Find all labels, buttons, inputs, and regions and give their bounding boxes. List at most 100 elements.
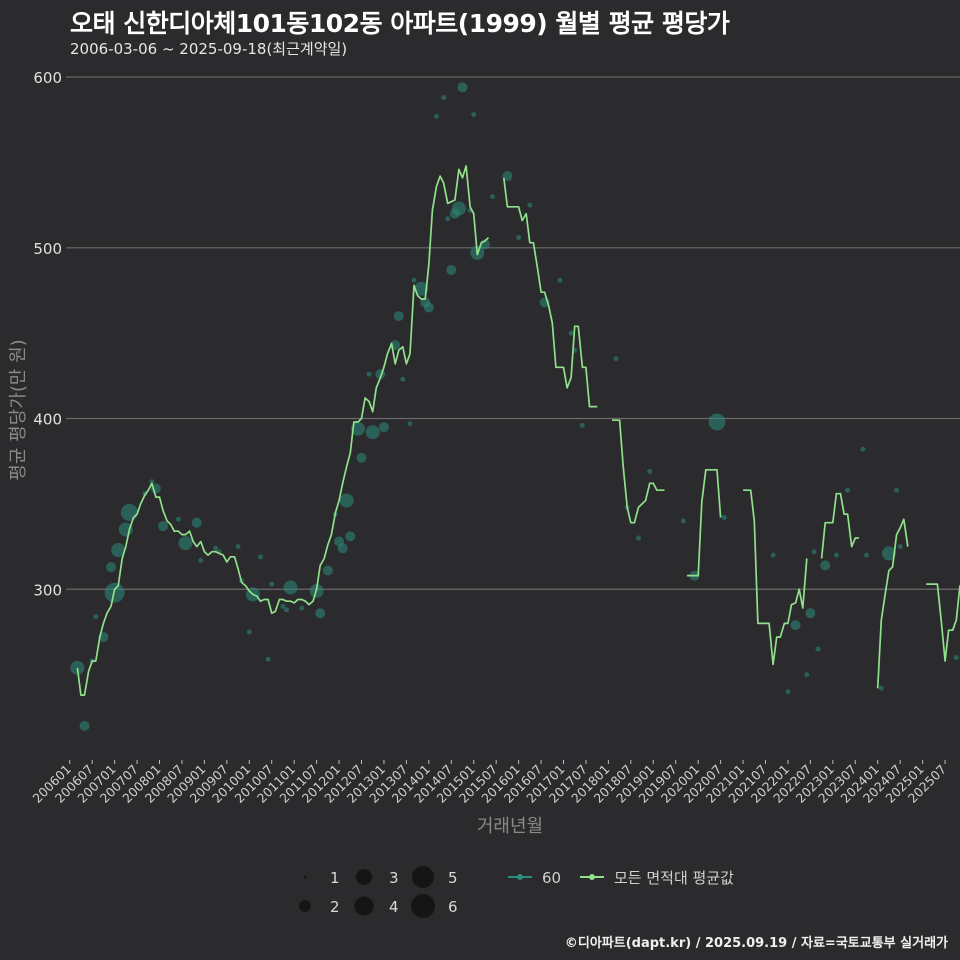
data-point-70 xyxy=(568,330,574,336)
data-point-39 xyxy=(350,421,365,436)
size-legend-dot-2 xyxy=(299,900,311,912)
line-segment-5 xyxy=(820,492,859,559)
data-point-17 xyxy=(198,557,204,563)
data-point-13 xyxy=(158,521,169,532)
data-point-11 xyxy=(149,479,155,485)
series-legend-dot-0 xyxy=(517,874,523,880)
data-point-47 xyxy=(400,376,406,382)
footer-credit: ©디아파트(dapt.kr) / 2025.09.19 / 자료=국토교통부 실… xyxy=(564,936,948,951)
data-point-48 xyxy=(407,421,413,427)
data-point-42 xyxy=(365,425,380,440)
data-point-85 xyxy=(805,608,816,619)
data-point-0 xyxy=(70,660,85,675)
line-segment-7 xyxy=(926,583,960,662)
data-point-86 xyxy=(811,549,817,555)
data-point-97 xyxy=(953,655,959,661)
data-point-73 xyxy=(613,356,619,362)
data-point-26 xyxy=(269,581,275,587)
size-legend-label-6: 6 xyxy=(448,898,458,916)
data-point-36 xyxy=(337,543,348,554)
data-point-33 xyxy=(322,565,333,576)
size-legend-dot-5 xyxy=(412,866,434,888)
data-points xyxy=(70,82,959,731)
line-segment-1 xyxy=(502,177,598,408)
chart-subtitle: 2006-03-06 ~ 2025-09-18(최근계약일) xyxy=(70,40,348,58)
data-point-50 xyxy=(414,281,429,296)
x-axis-label: 거래년월 xyxy=(477,816,543,837)
y-tick-label-600: 600 xyxy=(33,69,62,87)
data-point-55 xyxy=(445,216,451,222)
data-point-28 xyxy=(284,607,290,613)
data-point-16 xyxy=(191,517,202,528)
data-point-52 xyxy=(423,302,434,313)
series-legend-dot-1 xyxy=(589,874,595,880)
data-point-58 xyxy=(451,201,466,216)
size-legend-label-5: 5 xyxy=(448,869,458,887)
data-point-38 xyxy=(345,531,356,542)
data-point-25 xyxy=(265,656,271,662)
line-segment-6 xyxy=(876,518,909,689)
data-point-79 xyxy=(708,413,726,431)
size-legend-dot-1 xyxy=(303,875,307,879)
size-legend-label-4: 4 xyxy=(389,898,399,916)
data-point-61 xyxy=(471,112,477,118)
line-segment-3 xyxy=(686,468,722,577)
line-segment-0 xyxy=(76,165,490,696)
data-point-3 xyxy=(93,614,99,620)
series-legend-label-1: 모든 면적대 평균값 xyxy=(614,869,734,887)
data-point-27 xyxy=(280,603,286,609)
legend: 1 2 3 4 5 6 60 모든 면적대 평균값 xyxy=(299,866,734,918)
data-point-59 xyxy=(457,82,468,93)
data-point-30 xyxy=(299,605,305,611)
data-point-72 xyxy=(579,422,585,428)
y-axis-label: 평균 평당가(만 원) xyxy=(8,339,29,480)
data-point-92 xyxy=(863,552,869,558)
data-point-20 xyxy=(235,544,241,550)
data-point-15 xyxy=(178,536,193,551)
series-legend-label-0: 60 xyxy=(542,869,561,887)
data-point-96 xyxy=(897,544,903,550)
data-point-84 xyxy=(804,672,810,678)
data-point-81 xyxy=(770,552,776,558)
y-tick-label-400: 400 xyxy=(33,411,62,429)
data-point-7 xyxy=(111,543,126,557)
size-legend-dot-3 xyxy=(356,869,372,885)
data-point-41 xyxy=(366,371,372,377)
data-point-93 xyxy=(878,685,884,691)
data-point-66 xyxy=(516,235,522,241)
data-point-22 xyxy=(246,629,252,635)
data-point-76 xyxy=(647,468,653,474)
data-point-40 xyxy=(356,452,367,463)
data-point-5 xyxy=(106,562,117,573)
data-point-90 xyxy=(845,487,851,493)
data-point-77 xyxy=(680,518,686,524)
data-point-9 xyxy=(120,503,138,521)
size-legend-label-1: 1 xyxy=(330,869,340,887)
data-point-65 xyxy=(502,171,513,182)
data-point-54 xyxy=(441,95,447,101)
data-point-88 xyxy=(820,560,831,571)
data-point-80 xyxy=(721,515,727,521)
average-line xyxy=(76,165,960,696)
y-tick-label-300: 300 xyxy=(33,581,62,599)
data-point-18 xyxy=(213,545,219,551)
data-point-37 xyxy=(339,493,354,508)
size-legend-label-3: 3 xyxy=(389,869,399,887)
y-tick-label-500: 500 xyxy=(33,240,62,258)
x-axis-ticks: 2006012006072007012007072008012008072009… xyxy=(29,760,949,806)
data-point-14 xyxy=(175,516,181,522)
data-point-67 xyxy=(527,202,533,208)
data-point-91 xyxy=(860,446,866,452)
y-axis-ticks: 300 400 500 600 xyxy=(33,69,62,599)
data-point-83 xyxy=(790,620,801,631)
data-point-89 xyxy=(833,552,839,558)
size-legend-label-2: 2 xyxy=(330,898,340,916)
data-point-24 xyxy=(258,554,264,560)
data-point-46 xyxy=(393,311,404,322)
data-point-64 xyxy=(490,194,496,200)
data-point-69 xyxy=(557,277,563,283)
grid-lines xyxy=(66,76,960,590)
data-point-56 xyxy=(446,265,457,275)
size-legend-dot-4 xyxy=(354,896,374,916)
